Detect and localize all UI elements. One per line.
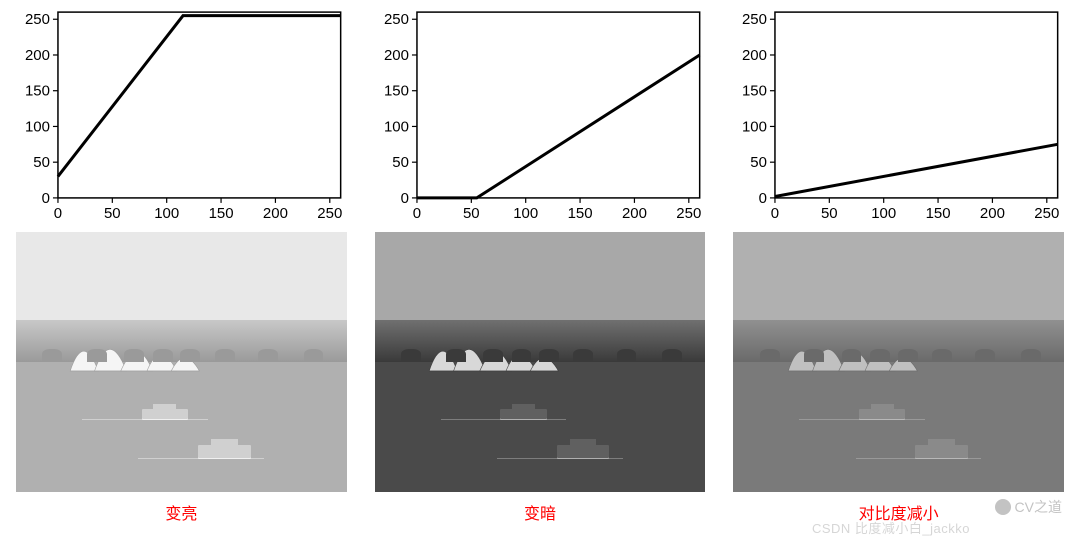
svg-text:0: 0 (54, 205, 62, 222)
svg-text:50: 50 (463, 205, 480, 222)
caption-brighten-wrap: 变亮 (16, 500, 347, 540)
svg-text:50: 50 (104, 205, 121, 222)
svg-text:250: 250 (384, 11, 409, 28)
svg-text:200: 200 (25, 47, 50, 64)
svg-text:150: 150 (384, 83, 409, 100)
svg-text:250: 250 (317, 205, 342, 222)
photo-reduce-contrast (733, 232, 1064, 492)
chart-darken: 0 50 100 150 200 250 0 50 100 150 200 250 (375, 4, 706, 224)
svg-text:100: 100 (25, 118, 50, 135)
svg-text:0: 0 (42, 190, 50, 207)
caption-reduce-contrast-wrap: 对比度减小 (733, 500, 1064, 540)
svg-text:150: 150 (25, 83, 50, 100)
photo-darken (375, 232, 706, 492)
svg-text:100: 100 (384, 118, 409, 135)
svg-text:150: 150 (209, 205, 234, 222)
svg-text:100: 100 (872, 205, 897, 222)
svg-text:100: 100 (742, 118, 767, 135)
svg-text:0: 0 (759, 190, 767, 207)
svg-text:50: 50 (751, 154, 768, 171)
svg-text:200: 200 (622, 205, 647, 222)
svg-text:200: 200 (384, 47, 409, 64)
svg-text:250: 250 (1035, 205, 1060, 222)
svg-text:0: 0 (400, 190, 408, 207)
caption-darken: 变暗 (524, 500, 556, 524)
caption-darken-wrap: 变暗 (375, 500, 706, 540)
caption-reduce-contrast: 对比度减小 (859, 500, 939, 524)
chart-reduce-contrast: 0 50 100 150 200 250 0 50 100 150 200 250 (733, 4, 1064, 224)
svg-text:50: 50 (821, 205, 838, 222)
svg-text:200: 200 (263, 205, 288, 222)
svg-text:100: 100 (513, 205, 538, 222)
svg-text:150: 150 (567, 205, 592, 222)
svg-text:150: 150 (742, 83, 767, 100)
svg-text:50: 50 (33, 154, 50, 171)
svg-text:200: 200 (742, 47, 767, 64)
figure-grid: 0 50 100 150 200 250 0 50 100 150 200 250 0 50 100 150… (0, 0, 1080, 540)
svg-text:0: 0 (771, 205, 779, 222)
svg-text:250: 250 (676, 205, 701, 222)
caption-brighten: 变亮 (165, 500, 197, 524)
svg-text:250: 250 (742, 11, 767, 28)
svg-text:50: 50 (392, 154, 409, 171)
svg-text:250: 250 (25, 11, 50, 28)
svg-text:200: 200 (980, 205, 1005, 222)
svg-text:100: 100 (154, 205, 179, 222)
svg-text:150: 150 (926, 205, 951, 222)
chart-brighten: 0 50 100 150 200 250 0 50 100 150 200 250 (16, 4, 347, 224)
svg-text:0: 0 (412, 205, 420, 222)
photo-brighten (16, 232, 347, 492)
